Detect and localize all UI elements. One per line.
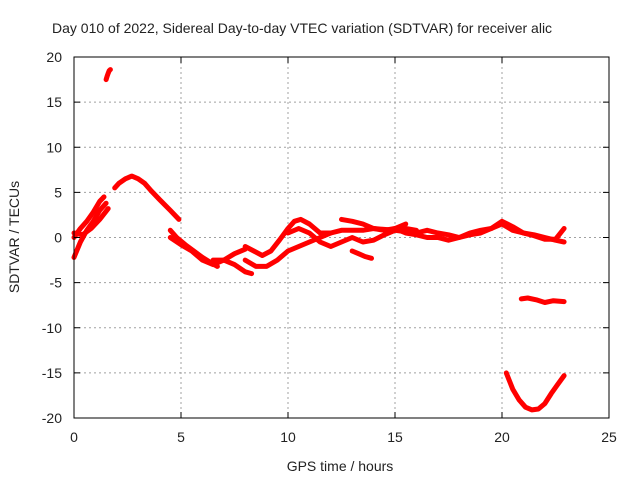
series-arc-2 bbox=[71, 194, 107, 240]
grid-lines bbox=[74, 57, 609, 418]
series-arc-8 bbox=[210, 257, 255, 277]
series-arc-16 bbox=[518, 295, 567, 305]
series-arc-17 bbox=[503, 370, 567, 413]
x-axis-label: GPS time / hours bbox=[287, 458, 394, 474]
chart-title: Day 010 of 2022, Sidereal Day-to-day VTE… bbox=[52, 20, 552, 36]
y-tick-label: 10 bbox=[46, 139, 62, 155]
series-arc-5 bbox=[112, 173, 182, 222]
x-tick-label: 10 bbox=[280, 429, 296, 445]
series-arc-3 bbox=[71, 206, 111, 238]
x-tick-label: 25 bbox=[601, 429, 617, 445]
y-tick-label: 5 bbox=[54, 184, 62, 200]
series-arc-7 bbox=[167, 235, 248, 268]
series-arc-1 bbox=[71, 200, 109, 260]
series-arc-9 bbox=[242, 216, 419, 258]
x-tick-label: 15 bbox=[387, 429, 403, 445]
y-tick-label: -15 bbox=[42, 365, 62, 381]
y-tick-label: -20 bbox=[42, 410, 62, 426]
y-tick-label: 20 bbox=[46, 49, 62, 65]
y-tick-label: 15 bbox=[46, 94, 62, 110]
series-arc-13 bbox=[349, 248, 374, 261]
x-tick-label: 5 bbox=[177, 429, 185, 445]
y-axis-label: SDTVAR / TECUs bbox=[6, 181, 22, 293]
data-series bbox=[71, 67, 567, 413]
x-tick-label: 0 bbox=[70, 429, 78, 445]
series-arc-15 bbox=[413, 218, 567, 242]
axis-ticks: 0 5 10 15 20 25 -20 -15 -10 -5 0 5 10 15 20 bbox=[42, 49, 617, 445]
x-tick-label: 20 bbox=[494, 429, 510, 445]
y-tick-label: -10 bbox=[42, 320, 62, 336]
y-tick-label: 0 bbox=[54, 230, 62, 246]
series-arc-4 bbox=[103, 67, 113, 83]
y-tick-label: -5 bbox=[50, 275, 63, 291]
